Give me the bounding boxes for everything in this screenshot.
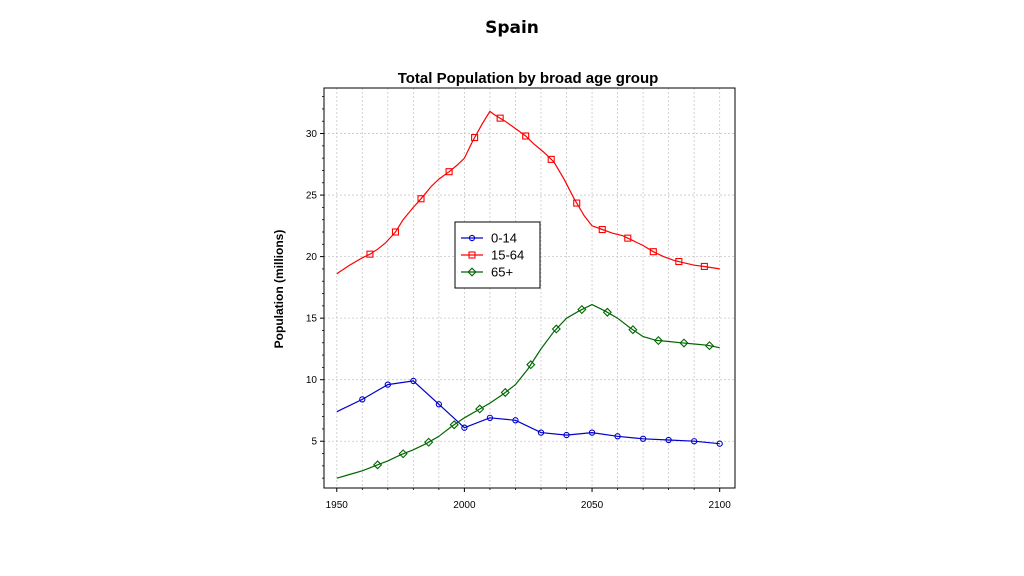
- data-point: [624, 234, 632, 242]
- data-point: [628, 325, 638, 335]
- data-point: [384, 381, 391, 388]
- legend-label: 0-14: [491, 231, 517, 246]
- legend-label: 15-64: [491, 248, 524, 263]
- y-tick-label: 10: [306, 375, 318, 386]
- x-tick-label: 2000: [453, 500, 476, 511]
- data-point: [547, 155, 555, 163]
- data-point: [496, 114, 504, 122]
- legend-marker: [467, 267, 477, 277]
- y-tick-label: 15: [306, 314, 318, 325]
- data-point: [526, 360, 536, 370]
- series-line: [336, 380, 720, 445]
- data-point: [373, 460, 383, 470]
- data-point: [649, 248, 657, 256]
- data-point: [461, 424, 468, 431]
- data-point: [424, 437, 434, 447]
- data-point: [573, 199, 581, 207]
- plot-frame: [323, 87, 736, 489]
- data-point: [366, 250, 374, 258]
- y-tick-label: 20: [306, 252, 318, 263]
- series-15-64: [336, 110, 720, 275]
- series-line: [336, 110, 720, 275]
- y-axis: 5 10 15 20 25 30: [306, 96, 324, 479]
- series-0-14: [336, 377, 723, 447]
- data-point: [500, 387, 510, 398]
- data-point: [449, 420, 459, 430]
- data-point: [359, 396, 366, 403]
- data-point: [614, 433, 621, 440]
- data-point: [653, 335, 663, 346]
- data-point: [563, 431, 570, 439]
- data-point: [471, 133, 479, 142]
- legend-label: 65+: [491, 265, 513, 280]
- y-tick-label: 5: [311, 437, 317, 448]
- series-layer: [336, 110, 723, 479]
- series-65+: [336, 303, 720, 479]
- x-tick-label: 2050: [581, 500, 604, 511]
- x-tick-label: 2100: [709, 500, 732, 511]
- chart-title: Total Population by broad age group: [398, 70, 659, 87]
- x-tick-label: 1950: [326, 500, 349, 511]
- data-point: [665, 436, 672, 444]
- data-point: [588, 429, 596, 436]
- data-point: [475, 404, 485, 414]
- data-point: [391, 228, 400, 236]
- y-axis-label: Population (millions): [272, 230, 286, 349]
- data-point: [691, 438, 698, 445]
- data-point: [598, 225, 606, 234]
- data-point: [602, 307, 612, 317]
- slide-title: Spain: [485, 18, 539, 38]
- y-tick-label: 25: [306, 191, 318, 202]
- data-point: [700, 262, 708, 271]
- data-point: [716, 440, 723, 447]
- x-axis: 1950 2000 2050 2100: [326, 488, 732, 511]
- legend-marker: [468, 251, 476, 259]
- data-point: [486, 414, 494, 421]
- legend: 0-14 15-64 65+: [454, 221, 541, 289]
- data-point: [435, 401, 443, 408]
- series-line: [336, 303, 720, 479]
- y-tick-label: 30: [306, 129, 318, 140]
- data-point: [704, 341, 715, 351]
- data-point: [522, 132, 530, 140]
- data-point: [639, 435, 647, 442]
- legend-marker: [468, 234, 476, 242]
- data-point: [512, 417, 519, 424]
- data-point: [675, 257, 683, 266]
- data-point: [679, 338, 689, 348]
- data-point: [445, 168, 453, 176]
- data-point: [537, 429, 545, 436]
- data-point: [417, 195, 425, 203]
- data-point: [398, 449, 408, 459]
- data-point: [551, 324, 561, 334]
- grid-lines: [324, 88, 735, 488]
- data-point: [410, 377, 417, 385]
- data-point: [577, 304, 587, 315]
